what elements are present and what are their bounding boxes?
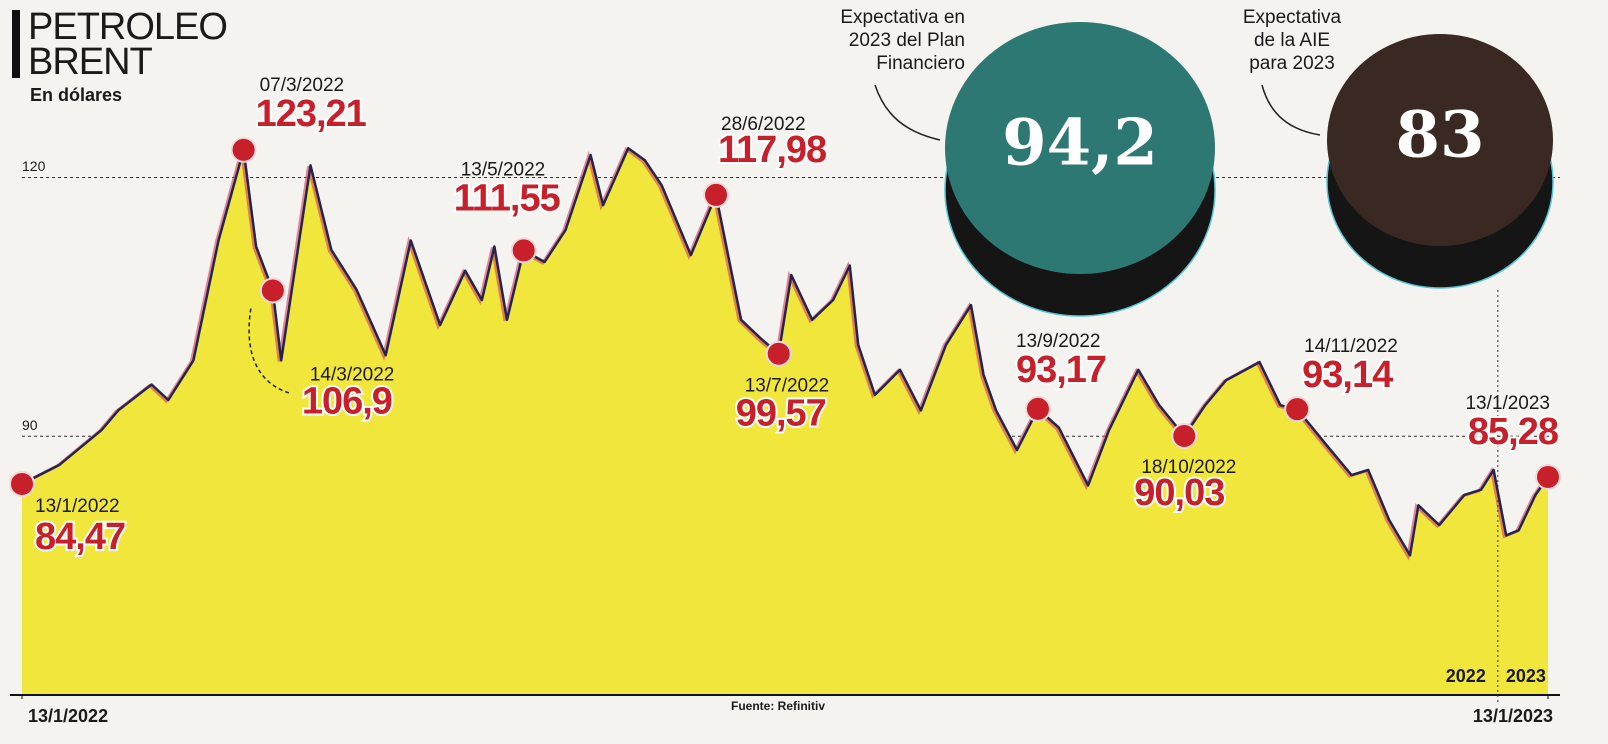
year-label: 2022: [1446, 666, 1486, 686]
annotation-value: 93,17: [1016, 349, 1106, 391]
annotation-dot: [510, 237, 537, 264]
source: Fuente: Refinitiv: [731, 699, 825, 713]
x-tick-label: 13/1/2022: [28, 706, 108, 726]
forecast-value: 83: [1395, 98, 1484, 173]
forecast-label: para 2023: [1249, 53, 1335, 74]
annotation-value: 106,9: [302, 381, 392, 423]
annotation-dot: [765, 340, 792, 367]
y-tick-label: 120: [22, 158, 46, 174]
annotation-value: 90,03: [1134, 472, 1224, 514]
annotation-value: 85,28: [1468, 411, 1558, 453]
annotation-date: 13/9/2022: [1016, 331, 1101, 352]
forecast-disk: [945, 22, 1215, 274]
arrow: [1261, 84, 1321, 136]
area-fill: [22, 148, 1548, 695]
annotation-date: 07/3/2022: [260, 75, 345, 96]
line: [21, 146, 1550, 557]
forecast-label: Financiero: [876, 53, 965, 74]
forecast-label: 2023 del Plan: [849, 30, 965, 51]
annotation-dot: [1284, 396, 1311, 423]
annotation-value: 84,47: [35, 516, 125, 558]
forecast-label: de la AIE: [1254, 30, 1330, 51]
annotation-date: 14/3/2022: [310, 365, 395, 386]
annotation-date: 18/10/2022: [1141, 457, 1236, 478]
annotation-value: 117,98: [718, 129, 826, 171]
annotation-dot: [703, 181, 730, 208]
title-bar: [12, 10, 20, 78]
forecast-value: 94,2: [1002, 106, 1158, 181]
x-tick-label: 13/1/2023: [1473, 706, 1553, 726]
y-tick-label: 90: [22, 417, 38, 433]
forecast-label: Expectativa en: [840, 7, 965, 28]
forecast-disk: [1327, 34, 1553, 246]
annotation-value: 99,57: [736, 393, 826, 435]
annotation-date: 13/1/2022: [35, 496, 120, 517]
annotation-value: 123,21: [256, 93, 367, 135]
annotation-value: 93,14: [1302, 354, 1393, 396]
annotation-dot: [1024, 395, 1051, 422]
annotation-date: 13/7/2022: [745, 376, 830, 397]
forecast-label: Expectativa: [1243, 7, 1342, 28]
chart-title: BRENT: [28, 41, 153, 83]
annotation-value: 111,55: [454, 177, 561, 219]
arrow: [874, 84, 941, 141]
annotation-dot: [1535, 463, 1561, 490]
annotation-dot: [9, 470, 35, 497]
annotation-date: 14/11/2022: [1304, 336, 1398, 357]
annotation-dot: [1171, 422, 1198, 449]
annotation-dot: [259, 277, 286, 304]
annotation-date: 28/6/2022: [721, 114, 806, 135]
annotation-date: 13/1/2023: [1465, 393, 1550, 414]
chart-title: PETROLEO: [28, 6, 227, 48]
arrow: [248, 308, 292, 395]
annotation-date: 13/5/2022: [461, 159, 546, 180]
chart-subtitle: En dólares: [30, 85, 122, 105]
annotation-dot: [230, 136, 257, 163]
year-label: 2023: [1506, 666, 1546, 686]
